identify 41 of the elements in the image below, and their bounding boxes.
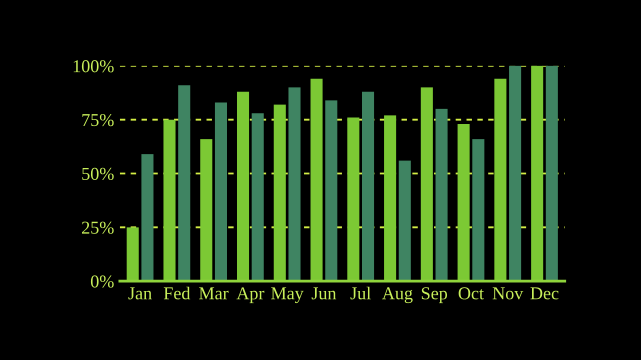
bar (347, 118, 360, 282)
x-tick-label: Fed (164, 286, 190, 300)
bar (214, 102, 227, 282)
bar (200, 139, 212, 282)
bar (436, 108, 448, 282)
x-tick-label: Sep (422, 287, 448, 304)
x-tick-label: Jul (350, 286, 371, 300)
bar (472, 139, 484, 282)
bar (274, 104, 286, 282)
y-tick-label: 100% (74, 60, 114, 72)
bar (288, 87, 301, 282)
bar (398, 160, 411, 282)
x-tick-label: May (271, 287, 304, 304)
bar (420, 87, 433, 282)
x-tick-label: Jan (128, 287, 152, 300)
bar (509, 66, 522, 282)
x-tick-label: Nov (492, 287, 524, 300)
bar (310, 78, 323, 282)
bar (178, 85, 190, 282)
x-tick-label: Oct (458, 287, 484, 300)
bar (141, 154, 154, 282)
x-tick-label: Jun (312, 287, 336, 300)
bar (362, 92, 374, 282)
bar (546, 66, 558, 282)
bar (163, 120, 176, 282)
x-tick-label: Mar (199, 287, 228, 300)
bar (494, 78, 506, 282)
y-tick-label: 50% (82, 168, 114, 180)
y-tick-label: 0% (90, 275, 114, 288)
bar (325, 100, 338, 282)
bar (384, 115, 396, 282)
x-tick-label: Dec (530, 287, 558, 300)
bar (531, 66, 544, 282)
bar (237, 92, 250, 282)
bar (126, 227, 139, 282)
bar (458, 124, 470, 282)
x-tick-label: Aug (382, 287, 413, 304)
bar (252, 113, 264, 282)
y-tick-label: 25% (82, 222, 114, 234)
y-tick-label: 75% (82, 114, 114, 126)
x-tick-label: Apr (236, 287, 264, 304)
